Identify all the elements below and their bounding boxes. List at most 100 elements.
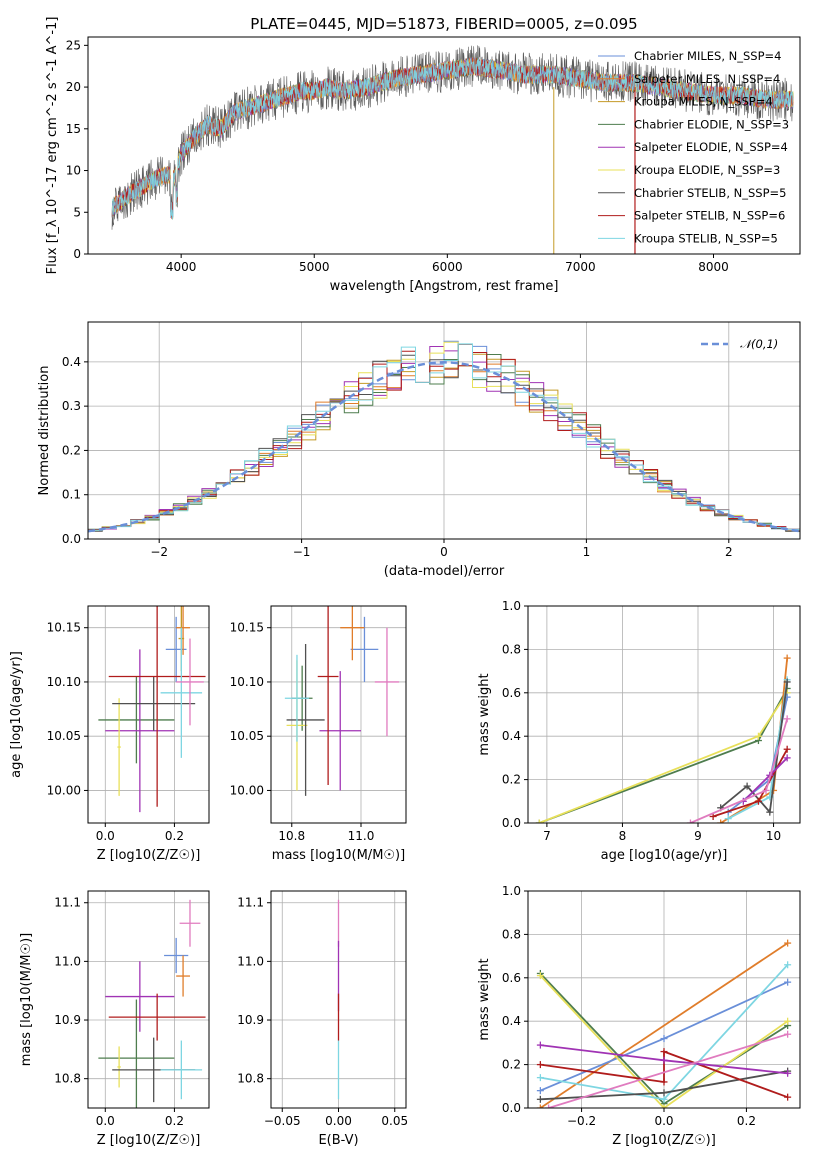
- mass-weight-marker: [784, 961, 792, 969]
- mass-weight-series: [539, 942, 789, 1108]
- mass-weight-marker: [536, 1104, 544, 1108]
- y-tick-label: 10.00: [47, 783, 81, 797]
- y-tick-label: 11.1: [54, 896, 81, 910]
- y-tick-label: 11.0: [54, 954, 81, 968]
- y-tick-label: 0.0: [502, 1101, 521, 1115]
- mass-weight-marker: [784, 939, 792, 947]
- x-axis-label: Z [log10(Z/Z☉)]: [97, 848, 201, 863]
- error-bar-point: [176, 955, 190, 997]
- y-tick-label: 20: [66, 80, 81, 94]
- mass-weight-marker: [660, 1078, 668, 1086]
- y-tick-label: 15: [66, 122, 81, 136]
- error-bar-point: [286, 643, 325, 796]
- y-tick-label: 0.4: [62, 355, 81, 369]
- mass-weight-marker: [783, 754, 791, 762]
- y-tick-label: 0: [73, 247, 81, 261]
- x-tick-label: 0.0: [654, 1114, 673, 1128]
- mass-weight-marker: [660, 1104, 668, 1108]
- y-tick-label: 0.8: [502, 642, 521, 656]
- x-tick-label: 0.2: [165, 829, 184, 843]
- mass-weight-marker: [660, 1035, 668, 1043]
- error-bar-point: [176, 638, 204, 726]
- y-tick-label: 0.2: [502, 1058, 521, 1072]
- mass-weight-marker: [766, 808, 774, 816]
- mass-weight-marker: [784, 1030, 792, 1038]
- y-tick-label: 0.2: [502, 773, 521, 787]
- mass-weight-marker: [724, 815, 732, 823]
- x-tick-label: 5000: [299, 260, 330, 274]
- age-vs-metallicity-panel: 0.0 0.2 10.00 10.05 10.10 10.15 Z [log10(Z/Z☉)…: [9, 605, 210, 863]
- x-tick-label: 0.0: [96, 1114, 115, 1128]
- mass-weight-marker: [784, 1069, 792, 1077]
- y-tick-label: 10.10: [230, 675, 264, 689]
- y-tick-label: 0.0: [62, 532, 81, 546]
- mass-weight-vs-metallicity-panel: −0.2 0.0 0.2 0.0 0.2 0.4 0.6 0.8 1.0 Z [log10(Z/Z…: [477, 884, 801, 1148]
- legend-label: Kroupa MILES, N_SSP=4: [634, 95, 773, 109]
- y-tick-label: 11.1: [237, 896, 264, 910]
- x-tick-label: 0: [440, 545, 448, 559]
- y-tick-label: 10.9: [54, 1013, 81, 1027]
- mass-weight-marker: [536, 1087, 544, 1095]
- mass-weight-series: [540, 1050, 788, 1099]
- error-bar-point: [105, 649, 175, 813]
- mass-weight-series: [539, 974, 789, 1108]
- mass-weight-marker: [783, 745, 791, 753]
- error-bar-point: [374, 627, 400, 737]
- age-vs-mass-panel: 10.8 11.0 10.00 10.05 10.10 10.15 mass [log10(…: [230, 605, 407, 863]
- x-axis-label: (data-model)/error: [384, 564, 505, 579]
- y-tick-label: 10.9: [237, 1013, 264, 1027]
- y-tick-label: 10.10: [47, 675, 81, 689]
- mass-weight-marker: [783, 678, 791, 686]
- y-tick-label: 0.6: [502, 686, 521, 700]
- x-tick-label: 8000: [698, 260, 729, 274]
- x-tick-label: 0.2: [165, 1114, 184, 1128]
- x-tick-label: 8: [619, 829, 627, 843]
- mass-weight-series: [538, 688, 788, 823]
- mass-weight-marker: [743, 782, 751, 790]
- x-axis-label: E(B-V): [318, 1133, 358, 1148]
- y-tick-label: 25: [66, 38, 81, 52]
- y-tick-label: 10.05: [230, 729, 264, 743]
- x-axis-label: Z [log10(Z/Z☉)]: [612, 1133, 716, 1148]
- x-tick-label: 0.00: [325, 1114, 352, 1128]
- mass-weight-marker: [754, 732, 762, 740]
- x-tick-label: 0.05: [381, 1114, 408, 1128]
- mass-weight-marker: [536, 1074, 544, 1082]
- y-tick-label: 10.15: [230, 621, 264, 635]
- spectrum-panel: 4000 5000 6000 7000 8000 0 5 10 15 20 25 wavelength…: [45, 17, 801, 294]
- histogram-series: [88, 343, 800, 534]
- y-tick-label: 1.0: [502, 599, 521, 613]
- mass-weight-marker: [762, 786, 770, 794]
- error-bars: [98, 899, 206, 1108]
- y-axis-label: mass [log10(M/M☉)]: [19, 933, 34, 1066]
- mass-weight-lines: [535, 654, 791, 823]
- legend-label: 𝒩(0,1): [740, 337, 778, 351]
- legend-label: Chabrier ELODIE, N_SSP=3: [634, 117, 789, 131]
- mass-weight-marker: [717, 819, 725, 823]
- y-tick-label: 0.4: [502, 729, 521, 743]
- mass-weight-marker: [536, 972, 544, 980]
- x-tick-label: −1: [293, 545, 311, 559]
- error-bar-point: [319, 671, 361, 791]
- y-tick-label: 1.0: [502, 884, 521, 898]
- mass-vs-ebv-panel: −0.05 0.00 0.05 10.8 10.9 11.0 11.1 E(B-V): [237, 890, 408, 1148]
- mass-weight-marker: [535, 819, 543, 823]
- mass-weight-marker: [660, 1048, 668, 1056]
- y-tick-label: 0.1: [62, 488, 81, 502]
- error-bar-point: [350, 616, 379, 682]
- x-axis-label: mass [log10(M/M☉)]: [272, 848, 405, 863]
- legend-label: Salpeter STELIB, N_SSP=6: [634, 209, 785, 223]
- mass-weight-vs-age-panel: 7 8 9 10 0.0 0.2 0.4 0.6 0.8 1.0 age [log10(age/yr…: [477, 599, 801, 863]
- mass-vs-metallicity-panel: 0.0 0.2 10.8 10.9 11.0 11.1 Z [log10(Z/Z☉)] mas…: [19, 890, 210, 1148]
- x-tick-label: 4000: [166, 260, 197, 274]
- axes-frame: [270, 605, 407, 824]
- y-tick-label: 10: [66, 164, 81, 178]
- error-bar-point: [105, 961, 175, 1032]
- legend-label: Kroupa STELIB, N_SSP=5: [634, 231, 778, 245]
- y-axis-label: mass weight: [477, 958, 492, 1040]
- mass-weight-marker: [536, 1061, 544, 1069]
- error-bar-point: [108, 993, 206, 1041]
- mass-weight-marker: [754, 797, 762, 805]
- error-bar-point: [117, 1046, 121, 1088]
